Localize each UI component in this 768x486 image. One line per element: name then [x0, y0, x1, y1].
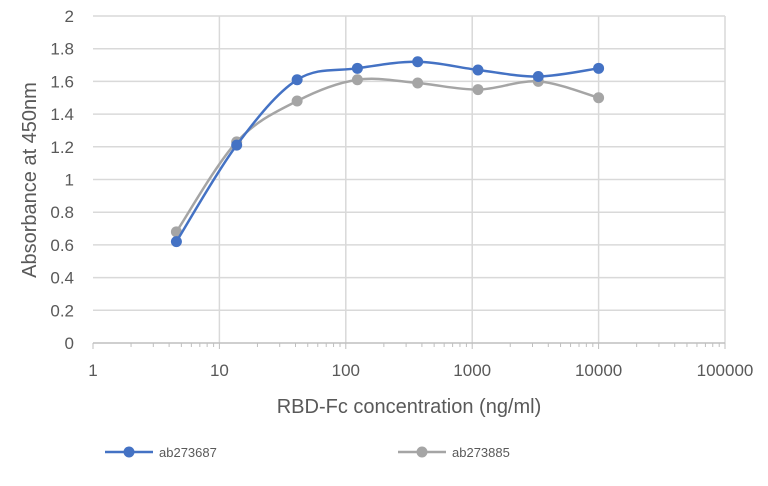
data-point-ab273687: [532, 70, 544, 82]
data-point-ab273885: [291, 95, 303, 107]
y-tick-label: 0.8: [50, 203, 74, 222]
y-axis-label: Absorbance at 450nm: [19, 82, 41, 278]
data-point-ab273687: [291, 74, 303, 86]
y-tick-label: 0.2: [50, 301, 74, 320]
data-point-ab273885: [412, 77, 424, 89]
data-point-ab273687: [351, 62, 363, 74]
data-point-ab273687: [231, 139, 243, 151]
series-line-ab273687: [175, 60, 599, 243]
data-point-ab273687: [472, 64, 484, 76]
data-point-ab273885: [170, 226, 182, 238]
x-tick-label: 100: [332, 361, 360, 380]
y-tick-label: 0: [65, 334, 74, 353]
legend-label: ab273687: [159, 445, 217, 460]
legend-label: ab273885: [452, 445, 510, 460]
data-point-ab273885: [593, 92, 605, 104]
data-point-ab273687: [412, 56, 424, 68]
data-point-ab273687: [593, 62, 605, 74]
data-point-ab273687: [170, 236, 182, 248]
y-tick-label: 0.6: [50, 236, 74, 255]
data-point-ab273885: [472, 84, 484, 96]
y-tick-label: 1.2: [50, 138, 74, 157]
x-tick-label: 1000: [453, 361, 491, 380]
y-tick-label: 0.4: [50, 269, 74, 288]
data-point-ab273885: [351, 74, 363, 86]
x-tick-label: 100000: [697, 361, 754, 380]
legend-marker: [416, 446, 428, 458]
x-tick-label: 1: [88, 361, 97, 380]
y-tick-label: 1.8: [50, 40, 74, 59]
y-tick-label: 1.6: [50, 72, 74, 91]
x-tick-label: 10: [210, 361, 229, 380]
x-axis-label: RBD-Fc concentration (ng/ml): [277, 396, 542, 418]
y-tick-label: 1.4: [50, 105, 74, 124]
x-tick-label: 10000: [575, 361, 622, 380]
legend-marker: [123, 446, 135, 458]
y-tick-label: 1: [65, 171, 74, 190]
series-line-ab273885: [175, 77, 599, 233]
y-tick-label: 2: [65, 7, 74, 26]
